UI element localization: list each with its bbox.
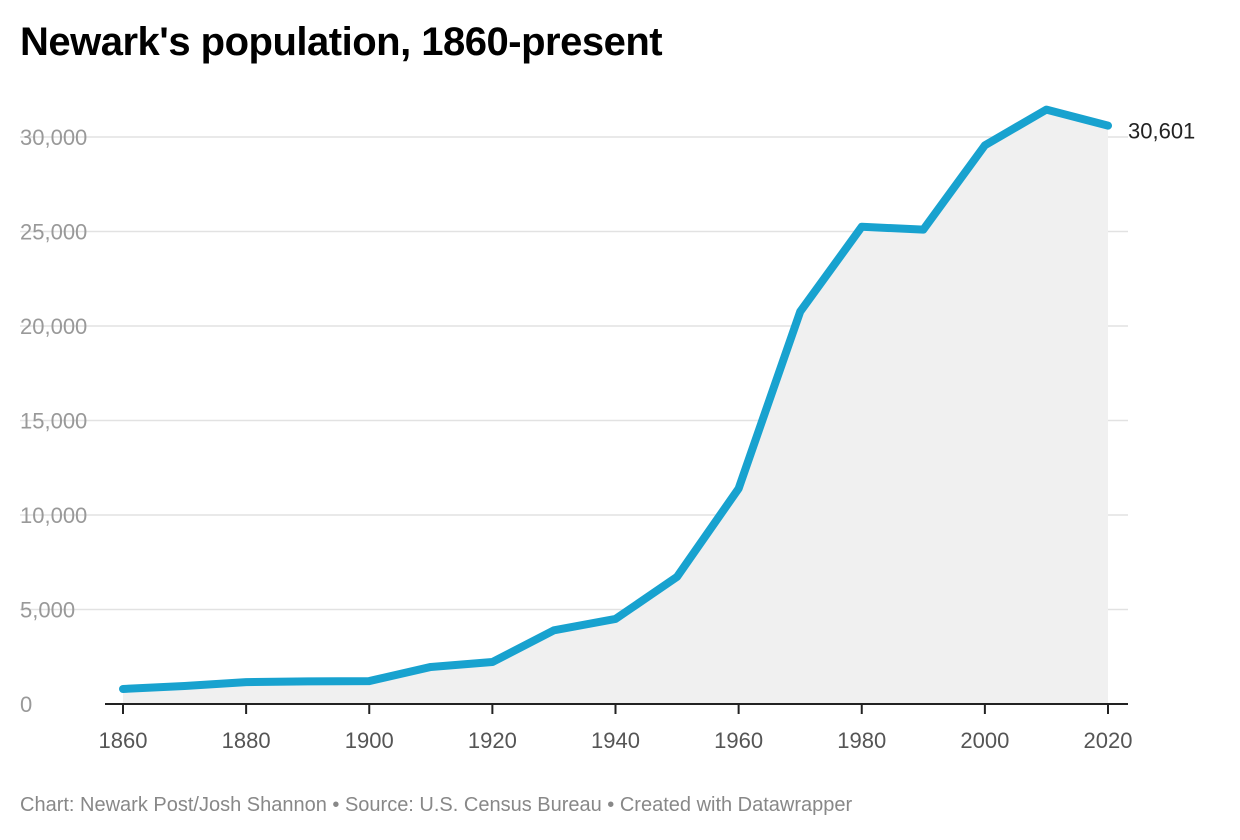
y-tick-label: 20,000 [20, 314, 87, 339]
y-tick-label: 30,000 [20, 125, 87, 150]
x-tick-label: 1880 [222, 728, 271, 753]
y-tick-label: 10,000 [20, 503, 87, 528]
chart-footer: Chart: Newark Post/Josh Shannon • Source… [20, 794, 853, 816]
end-value-label: 30,601 [1128, 119, 1195, 144]
x-tick-label: 1980 [837, 728, 886, 753]
y-tick-label: 0 [20, 692, 32, 717]
y-tick-label: 15,000 [20, 409, 87, 434]
population-line [119, 105, 1112, 693]
y-tick-label: 25,000 [20, 220, 87, 245]
area-fill [123, 109, 1108, 705]
y-tick-label: 5,000 [20, 598, 75, 623]
x-tick-label: 1940 [591, 728, 640, 753]
x-tick-label: 1920 [468, 728, 517, 753]
x-tick-label: 1900 [345, 728, 394, 753]
x-tick-label: 2000 [960, 728, 1009, 753]
x-tick-label: 1960 [714, 728, 763, 753]
population-chart: 0 5,000 10,000 15,000 20,000 25,000 30,000 1860… [20, 105, 1195, 753]
chart-title: Newark's population, 1860-present [20, 20, 663, 64]
x-tick-label: 2020 [1084, 728, 1133, 753]
x-tick-label: 1860 [99, 728, 148, 753]
